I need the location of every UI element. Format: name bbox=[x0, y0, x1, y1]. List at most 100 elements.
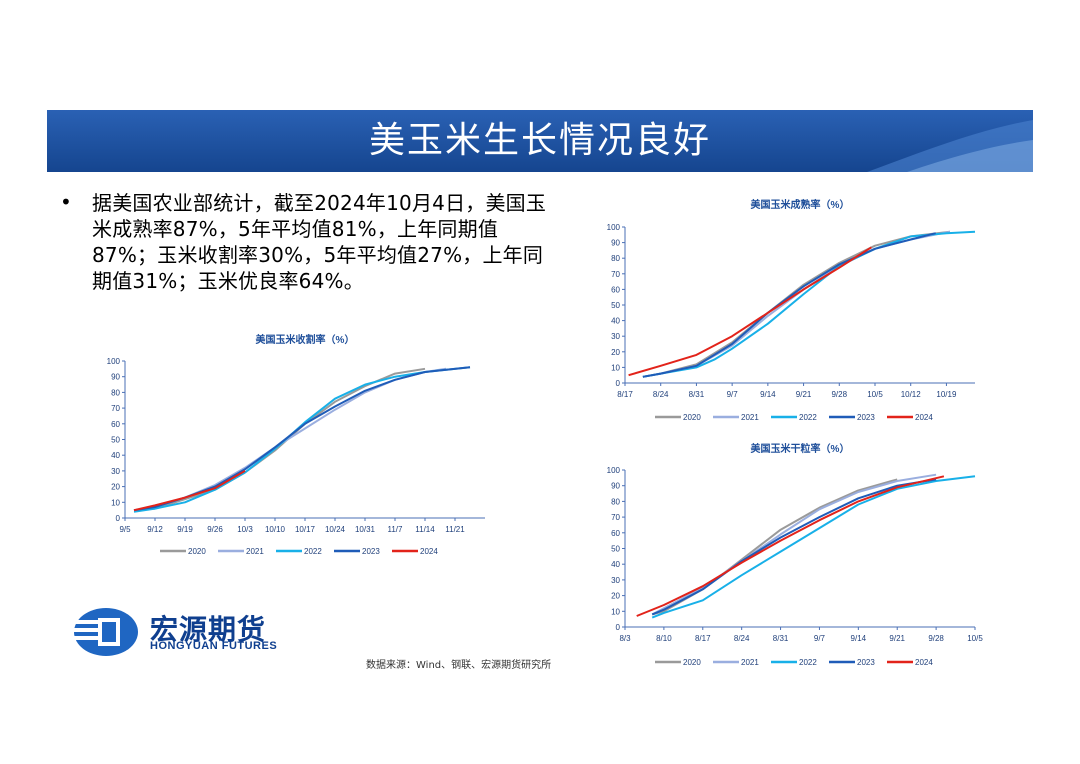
y-tick-label: 90 bbox=[611, 239, 620, 248]
y-tick-label: 30 bbox=[111, 467, 120, 476]
x-tick-label: 8/10 bbox=[656, 634, 672, 643]
legend-label-2021: 2021 bbox=[741, 658, 759, 667]
y-tick-label: 50 bbox=[611, 301, 620, 310]
chart-title: 美国玉米成熟率（%） bbox=[751, 198, 850, 211]
banner-background bbox=[47, 110, 1033, 172]
legend-label-2023: 2023 bbox=[362, 547, 380, 556]
x-tick-label: 8/31 bbox=[773, 634, 789, 643]
y-tick-label: 100 bbox=[107, 357, 121, 366]
maturity-rate-chart: 美国玉米成熟率（%） 0 10 20 30 40 50 60 70 80 90 100 8/17 8/24… bbox=[607, 198, 976, 422]
legend-label-2024: 2024 bbox=[915, 658, 933, 667]
logo-chinese-name: 宏源期货 bbox=[150, 613, 267, 646]
series-line-2021 bbox=[642, 230, 951, 378]
series-line-2024 bbox=[636, 475, 945, 617]
series-line-2023 bbox=[133, 366, 471, 512]
x-tick-label: 9/28 bbox=[831, 390, 847, 399]
x-tick-label: 9/28 bbox=[928, 634, 944, 643]
x-tick-label: 10/3 bbox=[237, 525, 253, 534]
x-tick-label: 8/17 bbox=[617, 390, 633, 399]
x-tick-label: 10/5 bbox=[867, 390, 883, 399]
y-tick-label: 20 bbox=[611, 348, 620, 357]
chart-title: 美国玉米干粒率（%） bbox=[751, 442, 850, 455]
x-tick-label: 9/21 bbox=[796, 390, 812, 399]
legend-label-2022: 2022 bbox=[304, 547, 322, 556]
y-tick-label: 50 bbox=[611, 545, 620, 554]
y-tick-label: 70 bbox=[111, 404, 120, 413]
y-tick-label: 40 bbox=[611, 560, 620, 569]
legend-label-2020: 2020 bbox=[683, 413, 701, 422]
series-line-2022 bbox=[642, 230, 976, 378]
x-tick-label: 11/7 bbox=[388, 525, 404, 534]
x-tick-label: 8/3 bbox=[619, 634, 631, 643]
x-tick-label: 8/24 bbox=[734, 634, 750, 643]
y-tick-label: 100 bbox=[607, 466, 621, 475]
harvest-rate-chart: 美国玉米收割率（%） 0 10 20 30 40 50 60 70 80 90 100 9/5 9/12 9… bbox=[107, 333, 485, 556]
series-line-2023 bbox=[651, 478, 937, 616]
logo-english-name: HONGYUAN FUTURES bbox=[150, 640, 278, 652]
x-tick-label: 9/19 bbox=[177, 525, 193, 534]
x-tick-label: 9/14 bbox=[851, 634, 867, 643]
x-tick-label: 10/10 bbox=[265, 525, 286, 534]
y-tick-label: 40 bbox=[611, 317, 620, 326]
y-tick-label: 10 bbox=[611, 607, 620, 616]
x-tick-label: 10/19 bbox=[936, 390, 957, 399]
y-tick-label: 50 bbox=[111, 436, 120, 445]
x-tick-label: 10/31 bbox=[355, 525, 376, 534]
x-tick-label: 8/31 bbox=[689, 390, 705, 399]
title-banner: 美玉米生长情况良好 bbox=[47, 110, 1033, 172]
data-source-note: 数据来源：Wind、钢联、宏源期货研究所 bbox=[366, 660, 552, 671]
legend-label-2022: 2022 bbox=[799, 413, 817, 422]
x-tick-label: 10/12 bbox=[901, 390, 922, 399]
x-tick-label: 9/21 bbox=[889, 634, 905, 643]
series-line-2024 bbox=[133, 470, 246, 512]
bullet-paragraph: 据美国农业部统计，截至2024年10月4日，美国玉米成熟率87%，5年平均值81… bbox=[92, 191, 547, 293]
y-tick-label: 30 bbox=[611, 332, 620, 341]
series-line-2022 bbox=[651, 475, 976, 619]
company-logo bbox=[72, 604, 312, 660]
legend-label-2020: 2020 bbox=[683, 658, 701, 667]
y-tick-label: 70 bbox=[611, 513, 620, 522]
series-line-2020 bbox=[133, 367, 426, 512]
legend-label-2024: 2024 bbox=[420, 547, 438, 556]
y-tick-label: 10 bbox=[611, 363, 620, 372]
y-tick-label: 60 bbox=[611, 529, 620, 538]
y-tick-label: 0 bbox=[116, 514, 121, 523]
y-tick-label: 70 bbox=[611, 270, 620, 279]
y-tick-label: 90 bbox=[611, 482, 620, 491]
x-tick-label: 9/12 bbox=[147, 525, 163, 534]
y-tick-label: 100 bbox=[607, 223, 621, 232]
y-tick-label: 40 bbox=[111, 451, 120, 460]
y-tick-label: 90 bbox=[111, 373, 120, 382]
logo-icon bbox=[74, 608, 138, 656]
y-tick-label: 20 bbox=[111, 483, 120, 492]
y-tick-label: 10 bbox=[111, 498, 120, 507]
x-tick-label: 11/21 bbox=[445, 525, 465, 534]
x-tick-label: 9/7 bbox=[727, 390, 739, 399]
series-line-2020 bbox=[642, 230, 951, 378]
y-tick-label: 20 bbox=[611, 592, 620, 601]
slide-title: 美玉米生长情况良好 bbox=[368, 120, 711, 161]
y-tick-label: 0 bbox=[616, 379, 621, 388]
x-tick-label: 10/24 bbox=[325, 525, 346, 534]
y-tick-label: 0 bbox=[616, 623, 621, 632]
legend-label-2023: 2023 bbox=[857, 413, 875, 422]
y-tick-label: 80 bbox=[111, 388, 120, 397]
y-tick-label: 60 bbox=[611, 285, 620, 294]
x-tick-label: 9/5 bbox=[119, 525, 131, 534]
x-tick-label: 8/24 bbox=[653, 390, 669, 399]
legend-label-2021: 2021 bbox=[246, 547, 264, 556]
legend-label-2024: 2024 bbox=[915, 413, 933, 422]
y-tick-label: 60 bbox=[111, 420, 120, 429]
x-tick-label: 9/26 bbox=[207, 525, 223, 534]
x-tick-label: 10/5 bbox=[967, 634, 983, 643]
x-tick-label: 8/17 bbox=[695, 634, 711, 643]
x-tick-label: 10/17 bbox=[295, 525, 316, 534]
series-line-2023 bbox=[642, 232, 936, 378]
dent-rate-chart: 美国玉米干粒率（%） 0 10 20 30 40 50 60 70 80 90 100 8/3 8/10 8… bbox=[607, 442, 984, 667]
legend-label-2021: 2021 bbox=[741, 413, 759, 422]
series-line-2021 bbox=[133, 367, 447, 512]
series-line-2020 bbox=[651, 478, 898, 616]
x-tick-label: 9/14 bbox=[760, 390, 776, 399]
bullet-dot: • bbox=[60, 190, 72, 214]
series-line-2024 bbox=[628, 246, 872, 377]
